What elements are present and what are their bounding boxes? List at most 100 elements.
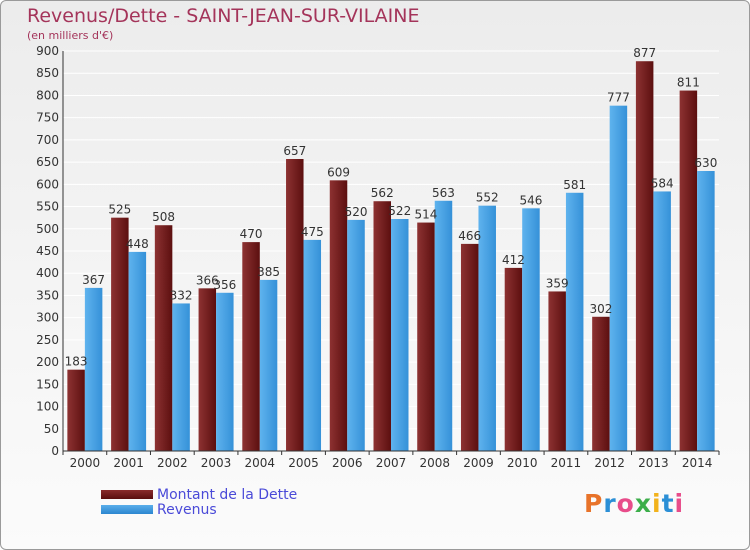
data-label-revenue: 552 bbox=[476, 191, 499, 205]
y-tick-label: 300 bbox=[36, 311, 59, 325]
chart-legend: Montant de la Dette Revenus bbox=[101, 486, 298, 518]
data-label-revenue: 546 bbox=[519, 193, 542, 207]
x-tick-label: 2001 bbox=[113, 456, 144, 470]
data-label-revenue: 448 bbox=[126, 237, 149, 251]
y-tick-label: 50 bbox=[44, 422, 59, 436]
bar-debt bbox=[635, 61, 654, 451]
bar-revenue bbox=[216, 292, 234, 451]
logo-letter: o bbox=[616, 489, 635, 518]
x-tick-label: 2011 bbox=[551, 456, 582, 470]
y-tick-label: 350 bbox=[36, 288, 59, 302]
bar-debt bbox=[460, 243, 479, 451]
data-label-debt: 470 bbox=[240, 227, 263, 241]
data-label-revenue: 584 bbox=[651, 176, 674, 190]
bar-revenue bbox=[172, 303, 190, 451]
bar-revenue bbox=[303, 239, 322, 451]
bar-revenue bbox=[697, 171, 715, 451]
x-tick-label: 2000 bbox=[70, 456, 101, 470]
bar-revenue bbox=[128, 251, 147, 451]
data-label-debt: 609 bbox=[327, 165, 350, 179]
data-label-revenue: 581 bbox=[563, 178, 586, 192]
y-tick-label: 750 bbox=[36, 111, 59, 125]
logo-letter: P bbox=[584, 489, 604, 518]
legend-label-revenue: Revenus bbox=[157, 501, 217, 518]
data-label-revenue: 777 bbox=[607, 91, 630, 105]
bar-revenue bbox=[259, 279, 278, 451]
data-label-debt: 183 bbox=[65, 355, 88, 369]
y-tick-label: 450 bbox=[36, 244, 59, 258]
bar-debt bbox=[679, 90, 698, 452]
bar-debt bbox=[154, 225, 173, 451]
data-label-debt: 877 bbox=[633, 46, 656, 60]
legend-label-debt: Montant de la Dette bbox=[157, 486, 298, 503]
data-label-revenue: 520 bbox=[345, 205, 368, 219]
data-label-revenue: 475 bbox=[301, 225, 324, 239]
x-tick-label: 2007 bbox=[376, 456, 407, 470]
logo-letter: t bbox=[661, 489, 675, 518]
bar-debt bbox=[242, 242, 260, 451]
legend-item-debt: Montant de la Dette bbox=[101, 486, 298, 503]
bar-revenue bbox=[609, 105, 628, 452]
logo-letter: x bbox=[634, 489, 652, 518]
y-tick-label: 650 bbox=[36, 155, 59, 169]
bar-revenue bbox=[434, 200, 453, 451]
data-label-revenue: 385 bbox=[257, 265, 280, 279]
y-tick-label: 850 bbox=[36, 66, 59, 80]
data-label-debt: 466 bbox=[458, 229, 481, 243]
x-tick-label: 2013 bbox=[638, 456, 669, 470]
logo-letter: r bbox=[603, 489, 617, 518]
bar-debt bbox=[329, 180, 348, 452]
y-tick-label: 250 bbox=[36, 333, 59, 347]
x-tick-label: 2006 bbox=[332, 456, 363, 470]
data-label-debt: 359 bbox=[546, 276, 569, 290]
y-tick-label: 800 bbox=[36, 88, 59, 102]
data-label-revenue: 332 bbox=[170, 288, 193, 302]
bar-debt bbox=[417, 222, 435, 451]
bar-revenue bbox=[347, 219, 365, 451]
bar-revenue bbox=[84, 287, 103, 451]
data-label-debt: 811 bbox=[677, 76, 700, 90]
data-label-debt: 302 bbox=[589, 302, 612, 316]
x-tick-label: 2009 bbox=[463, 456, 494, 470]
bar-revenue bbox=[653, 191, 671, 451]
x-tick-label: 2004 bbox=[245, 456, 276, 470]
bar-debt bbox=[504, 267, 523, 451]
logo-letter: i bbox=[674, 489, 685, 518]
y-tick-label: 200 bbox=[36, 355, 59, 369]
bar-debt bbox=[67, 369, 85, 451]
y-tick-label: 400 bbox=[36, 266, 59, 280]
x-tick-label: 2005 bbox=[288, 456, 319, 470]
chart-subtitle: (en milliers d'€) bbox=[27, 29, 114, 42]
y-tick-label: 600 bbox=[36, 177, 59, 191]
bar-revenue bbox=[565, 192, 584, 451]
y-tick-label: 500 bbox=[36, 222, 59, 236]
bar-debt bbox=[373, 201, 391, 451]
data-label-debt: 514 bbox=[415, 208, 438, 222]
x-tick-label: 2012 bbox=[594, 456, 625, 470]
data-label-debt: 525 bbox=[108, 203, 131, 217]
bar-debt bbox=[111, 217, 129, 451]
bar-debt bbox=[548, 291, 566, 451]
y-tick-label: 550 bbox=[36, 200, 59, 214]
data-label-debt: 562 bbox=[371, 186, 394, 200]
legend-swatch-revenue bbox=[101, 505, 153, 514]
data-label-revenue: 367 bbox=[82, 273, 105, 287]
y-tick-label: 900 bbox=[36, 44, 59, 58]
data-label-debt: 412 bbox=[502, 253, 525, 267]
data-label-revenue: 356 bbox=[213, 278, 236, 292]
bar-revenue bbox=[522, 208, 540, 451]
x-tick-label: 2014 bbox=[682, 456, 713, 470]
data-label-revenue: 563 bbox=[432, 186, 455, 200]
proxiti-logo: Proxiti bbox=[584, 489, 684, 518]
x-tick-label: 2008 bbox=[419, 456, 450, 470]
data-label-debt: 657 bbox=[283, 144, 306, 158]
data-label-debt: 508 bbox=[152, 210, 175, 224]
chart-title: Revenus/Dette - SAINT-JEAN-SUR-VILAINE bbox=[27, 5, 420, 27]
bar-debt bbox=[286, 159, 304, 451]
data-label-revenue: 522 bbox=[388, 204, 411, 218]
y-tick-label: 100 bbox=[36, 400, 59, 414]
x-tick-label: 2003 bbox=[201, 456, 232, 470]
legend-item-revenue: Revenus bbox=[101, 501, 297, 518]
data-label-revenue: 630 bbox=[694, 156, 717, 170]
